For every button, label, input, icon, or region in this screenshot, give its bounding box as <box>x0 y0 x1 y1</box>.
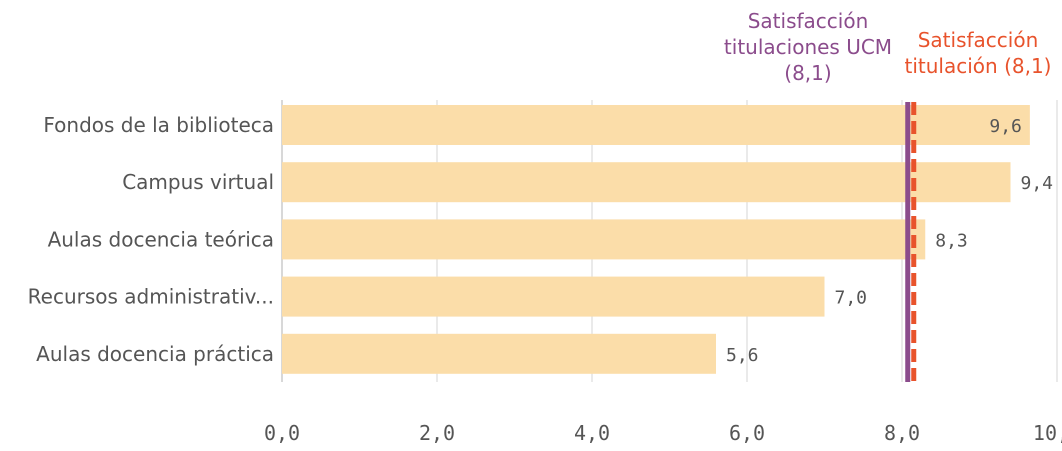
category-label-2: Aulas docencia teórica <box>48 227 274 251</box>
category-label-1: Campus virtual <box>122 170 274 194</box>
value-label-2: 8,3 <box>935 230 968 251</box>
reference-label-ucm-line-1: titulaciones UCM <box>724 35 892 59</box>
category-label-3: Recursos administrativ... <box>28 285 274 309</box>
x-tick-label-0: 0,0 <box>264 421 300 445</box>
x-tick-label-5: 10,0 <box>1033 421 1062 445</box>
bar-1 <box>282 162 1011 203</box>
value-label-4: 5,6 <box>726 345 759 366</box>
bar-0 <box>282 105 1030 145</box>
reference-label-titulacion-line-0: Satisfacción <box>918 28 1039 52</box>
x-tick-label-3: 6,0 <box>729 421 765 445</box>
bar-3 <box>282 276 825 317</box>
bar-2 <box>282 219 926 260</box>
x-tick-label-1: 2,0 <box>419 421 455 445</box>
value-label-1: 9,4 <box>1021 173 1054 194</box>
x-tick-label-2: 4,0 <box>574 421 610 445</box>
bar-4 <box>282 333 716 374</box>
x-tick-label-4: 8,0 <box>884 421 920 445</box>
reference-label-titulacion-line-1: titulación (8,1) <box>905 54 1052 78</box>
category-label-0: Fondos de la biblioteca <box>43 113 274 137</box>
category-label-4: Aulas docencia práctica <box>36 342 274 366</box>
reference-label-ucm-line-2: (8,1) <box>784 61 831 85</box>
value-label-3: 7,0 <box>835 288 868 309</box>
value-label-0: 9,6 <box>989 116 1022 137</box>
reference-label-ucm-line-0: Satisfacción <box>748 9 869 33</box>
